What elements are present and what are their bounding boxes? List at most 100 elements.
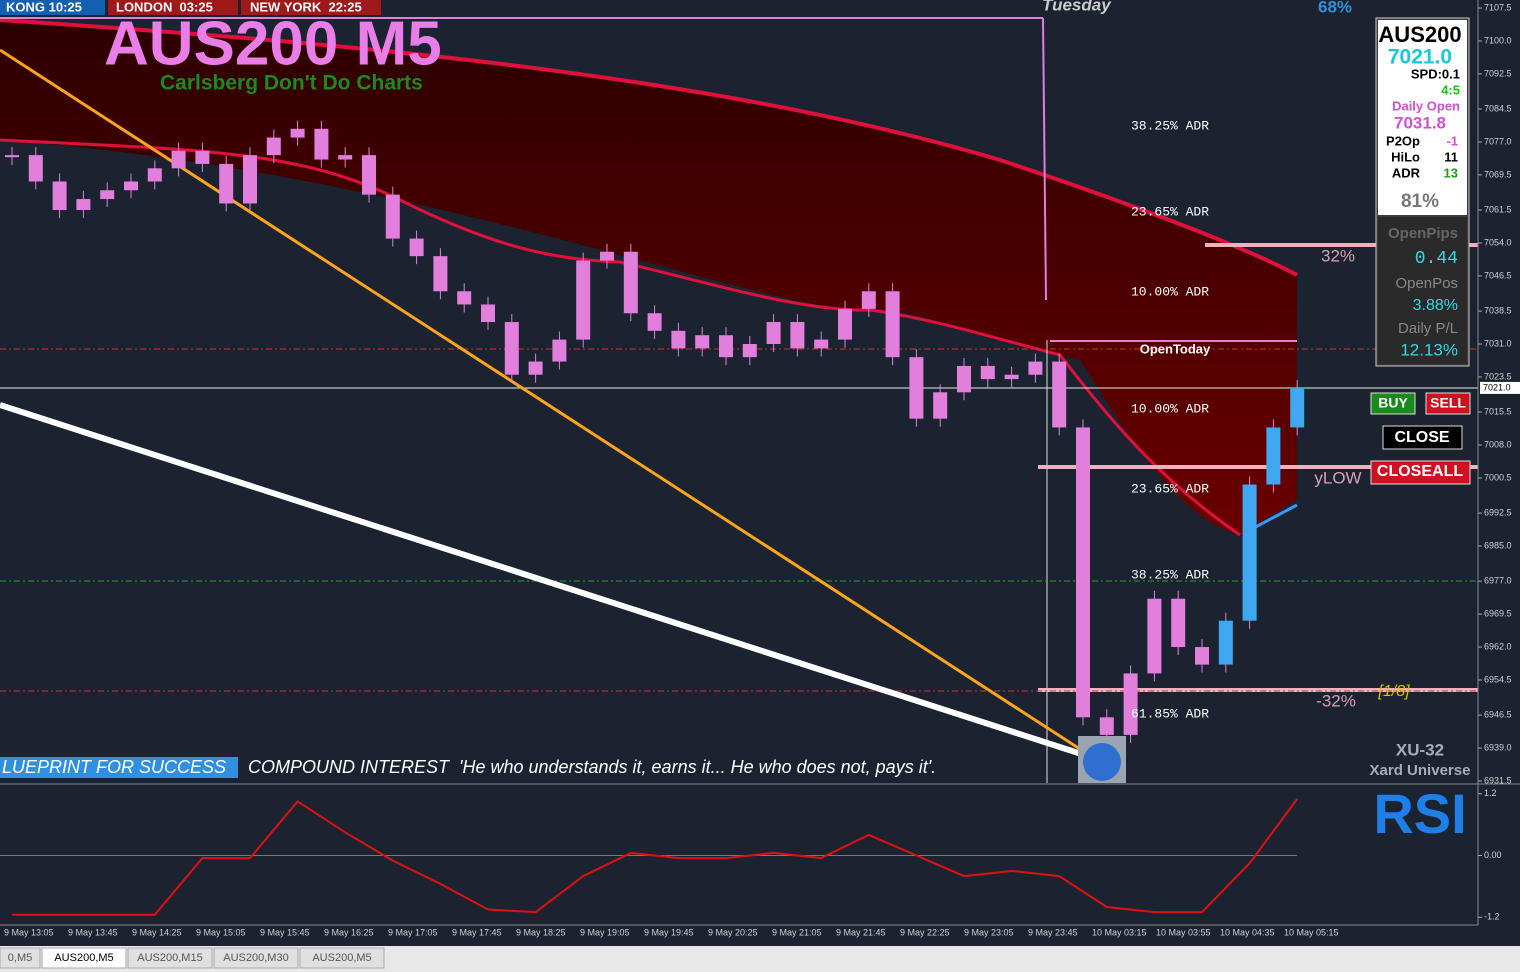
- tab-label[interactable]: 0,M5: [8, 952, 32, 964]
- candle: [790, 322, 805, 349]
- candle: [1076, 427, 1090, 718]
- candle: [1147, 598, 1162, 674]
- panel-value: 0.44: [1415, 249, 1458, 269]
- y-tick-label: 7038.5: [1484, 305, 1512, 315]
- tab[interactable]: [0, 947, 41, 969]
- candle: [1004, 374, 1019, 380]
- level-label: [1/8]: [1377, 683, 1410, 700]
- candle: [481, 304, 495, 323]
- y-tick-label: 6985.0: [1484, 540, 1512, 550]
- panel-price: 7021.0: [1388, 46, 1452, 69]
- tab[interactable]: [127, 947, 213, 969]
- panel-label: ADR: [1392, 165, 1421, 180]
- x-tick-label: 9 May 23:05: [964, 927, 1014, 937]
- x-tick-label: 10 May 03:15: [1092, 927, 1147, 937]
- candle: [1242, 484, 1257, 621]
- tab-label[interactable]: AUS200,M30: [223, 952, 288, 964]
- tab[interactable]: [213, 947, 299, 969]
- candle: [1266, 427, 1281, 485]
- y-tick-label: 7046.5: [1484, 270, 1512, 280]
- panel-label: P2Op: [1386, 133, 1420, 148]
- y-tick-label: 7015.5: [1484, 406, 1512, 416]
- candle: [600, 251, 614, 261]
- panel-label: Daily Open: [1392, 98, 1460, 113]
- y-tick-label: 7084.5: [1484, 103, 1512, 113]
- candle: [385, 194, 400, 239]
- panel-value: -1: [1446, 133, 1458, 148]
- buy-label[interactable]: BUY: [1378, 395, 1408, 411]
- y-tick-label: 6962.0: [1484, 641, 1512, 651]
- panel-bottom: [1378, 217, 1467, 364]
- panel-open: 7031.8: [1394, 113, 1446, 132]
- candle: [742, 343, 757, 358]
- rsi-tick-label: 1.2: [1484, 788, 1497, 798]
- x-tick-label: 9 May 15:05: [196, 927, 246, 937]
- candle: [5, 155, 19, 158]
- tab[interactable]: [299, 947, 385, 969]
- adr-label: 23.65% ADR: [1131, 204, 1209, 219]
- candle: [552, 339, 567, 362]
- level-label: -32%: [1316, 691, 1356, 710]
- x-tick-label: 9 May 21:05: [772, 927, 822, 937]
- candle: [290, 128, 305, 138]
- closeall-label[interactable]: CLOSEALL: [1377, 463, 1463, 480]
- tab-label[interactable]: AUS200,M5: [54, 952, 113, 964]
- panel-value: 3.88%: [1413, 297, 1458, 314]
- tab-label[interactable]: AUS200,M15: [137, 952, 202, 964]
- candle: [885, 291, 900, 358]
- prev-day-line: [1042, 17, 1047, 301]
- candle: [1290, 387, 1305, 428]
- x-tick-label: 9 May 23:45: [1028, 927, 1078, 937]
- y-tick-label: 7054.0: [1484, 237, 1512, 247]
- candle: [338, 155, 353, 160]
- clock: KONG 10:25: [6, 0, 82, 14]
- candle: [980, 365, 995, 380]
- sell-label[interactable]: SELL: [1430, 395, 1466, 411]
- closeall-button[interactable]: [1370, 460, 1471, 485]
- y-tick-label: 7061.5: [1484, 204, 1512, 214]
- close-label[interactable]: CLOSE: [1394, 429, 1449, 446]
- candle: [1028, 361, 1043, 375]
- panel-symbol: AUS200: [1378, 22, 1461, 47]
- sell-button[interactable]: [1425, 392, 1471, 415]
- tab-label[interactable]: AUS200,M5: [312, 952, 371, 964]
- candle: [124, 181, 138, 191]
- buy-button[interactable]: [1370, 392, 1416, 415]
- candle: [933, 392, 948, 419]
- clock: NEW YORK 22:25: [250, 0, 362, 14]
- candle: [861, 291, 876, 309]
- panel-value: 11: [1444, 149, 1458, 164]
- candle: [28, 155, 43, 182]
- candle: [52, 181, 67, 211]
- y-tick-label: 7100.0: [1484, 35, 1512, 45]
- badge-text: LUEPRINT FOR SUCCESS: [2, 757, 226, 777]
- price-tag: [1480, 381, 1520, 394]
- candle: [719, 335, 733, 358]
- y-tick-label: 7069.5: [1484, 169, 1512, 179]
- candle: [314, 128, 329, 160]
- quote: COMPOUND INTEREST 'He who understands it…: [248, 757, 936, 777]
- adr-label: 61.85% ADR: [1131, 706, 1209, 721]
- candle: [195, 150, 210, 164]
- y-tick-label: 6954.5: [1484, 674, 1512, 684]
- rsi-line: [12, 798, 1299, 916]
- tab[interactable]: [41, 947, 127, 969]
- candle: [433, 256, 448, 292]
- candle: [1052, 361, 1067, 428]
- level-label: yLOW: [1314, 468, 1361, 487]
- candle: [814, 339, 829, 349]
- x-tick-label: 9 May 14:25: [132, 927, 182, 937]
- adr-label: 10.00% ADR: [1131, 284, 1209, 299]
- day-label: Tuesday: [1042, 0, 1112, 14]
- y-tick-label: 7092.5: [1484, 68, 1512, 78]
- candle: [362, 155, 376, 195]
- rsi-tick-label: -1.2: [1484, 912, 1500, 922]
- y-tick-label: 7023.5: [1484, 371, 1512, 381]
- candle: [1123, 673, 1138, 735]
- y-tick-label: 6931.5: [1484, 775, 1512, 785]
- candle: [266, 137, 281, 156]
- close-button[interactable]: [1382, 425, 1463, 450]
- price-tag-label: 7021.0: [1483, 382, 1511, 392]
- badge: [0, 757, 238, 778]
- trend-line: [0, 402, 1101, 763]
